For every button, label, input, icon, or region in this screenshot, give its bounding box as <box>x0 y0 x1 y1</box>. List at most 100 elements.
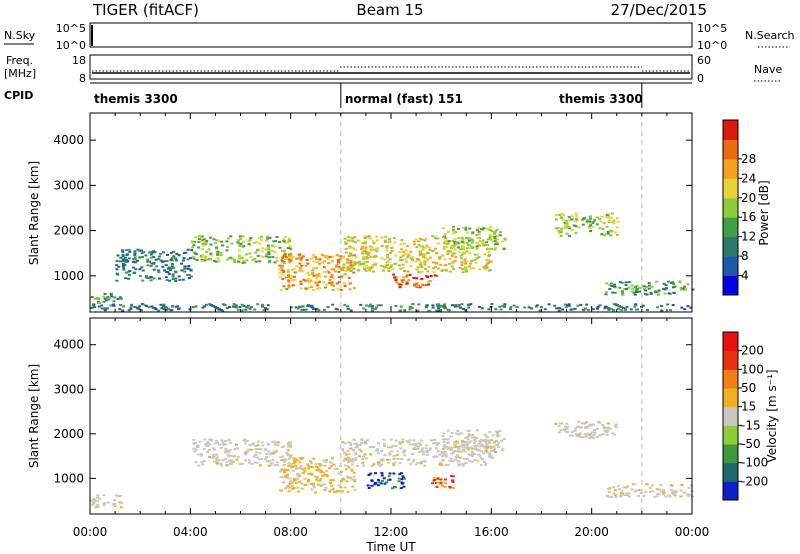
echo-cell <box>445 242 449 245</box>
echo-cell <box>323 459 327 462</box>
echo-cell <box>461 464 465 467</box>
echo-cell <box>315 308 319 311</box>
echo-cell <box>323 308 326 311</box>
echo-cell <box>288 245 292 248</box>
echo-cell <box>387 446 390 449</box>
echo-cell <box>113 499 117 502</box>
echo-cell <box>238 306 242 308</box>
echo-cell <box>371 270 375 273</box>
echo-cell <box>468 252 472 255</box>
echo-cell <box>189 269 193 272</box>
echo-cell <box>515 306 519 309</box>
echo-cell <box>265 456 269 458</box>
echo-cell <box>274 240 277 242</box>
echo-cell <box>379 482 383 485</box>
echo-cell <box>209 254 213 257</box>
echo-cell <box>299 465 303 468</box>
echo-cell <box>167 272 171 275</box>
echo-cell <box>667 494 671 497</box>
echo-cell <box>92 502 96 504</box>
echo-cell <box>144 254 148 257</box>
echo-cell <box>467 453 471 456</box>
echo-cell <box>187 274 191 276</box>
echo-cell <box>307 472 311 475</box>
echo-cell <box>377 481 381 484</box>
echo-cell <box>376 449 380 452</box>
echo-cell <box>596 305 600 308</box>
echo-cell <box>141 279 145 282</box>
echo-cell <box>335 468 339 470</box>
echo-cell <box>348 245 352 248</box>
echo-cell <box>258 254 262 257</box>
echo-cell <box>686 283 690 286</box>
echo-cell <box>253 241 257 244</box>
echo-cell <box>194 305 198 308</box>
echo-cell <box>467 433 471 436</box>
echo-cell <box>102 300 106 303</box>
echo-cell <box>343 241 347 244</box>
echo-cell <box>322 471 326 474</box>
echo-cell <box>225 460 229 463</box>
echo-cell <box>480 443 484 446</box>
colorbar-swatch <box>723 332 738 352</box>
echo-cell <box>225 464 229 467</box>
echo-cell <box>300 482 304 485</box>
colorbar-tick-label: 16 <box>741 210 756 224</box>
echo-cell <box>91 503 95 506</box>
echo-cell <box>581 436 585 439</box>
echo-cell <box>281 249 285 252</box>
echo-cell <box>215 456 219 459</box>
echo-cell <box>330 281 334 284</box>
echo-cell <box>400 458 404 461</box>
echo-cell <box>236 447 239 450</box>
echo-cell <box>411 256 415 259</box>
echo-cell <box>672 283 676 285</box>
echo-cell <box>480 450 484 453</box>
echo-cell <box>150 262 154 265</box>
echo-cell <box>180 269 184 272</box>
echo-cell <box>272 440 276 443</box>
echo-cell <box>283 253 287 256</box>
echo-cell <box>585 220 589 223</box>
echo-cell <box>138 305 142 308</box>
echo-cell <box>487 259 491 262</box>
echo-cell <box>608 427 612 430</box>
echo-cell <box>469 454 473 457</box>
echo-cell <box>475 444 478 447</box>
echo-cell <box>241 246 245 249</box>
echo-cell <box>275 257 279 259</box>
echo-cell <box>577 420 581 423</box>
echo-cell <box>615 304 619 307</box>
echo-cell <box>217 458 221 461</box>
echo-cell <box>349 253 353 256</box>
echo-cell <box>437 307 441 310</box>
echo-cell <box>488 431 492 434</box>
echo-cell <box>490 439 494 442</box>
echo-cell <box>261 305 264 308</box>
echo-cell <box>564 430 568 433</box>
echo-cell <box>323 483 327 486</box>
echo-cell <box>205 303 208 306</box>
echo-cell <box>354 459 357 461</box>
echo-cell <box>298 461 302 464</box>
echo-cell <box>398 473 402 476</box>
echo-cell <box>394 439 398 442</box>
echo-cell <box>557 309 561 312</box>
echo-cell <box>451 479 455 482</box>
echo-cell <box>458 432 462 435</box>
echo-cell <box>485 451 489 454</box>
echo-cell <box>299 456 302 459</box>
echo-cell <box>635 308 638 311</box>
echo-cell <box>664 284 668 287</box>
echo-cell <box>561 308 564 311</box>
echo-cell <box>458 251 462 254</box>
echo-cell <box>400 239 404 242</box>
echo-cell <box>280 258 283 261</box>
echo-cell <box>440 254 444 257</box>
echo-cell <box>286 247 290 250</box>
echo-cell <box>440 304 444 307</box>
echo-cell <box>292 268 296 271</box>
echo-cell <box>404 249 408 252</box>
echo-cell <box>539 306 543 309</box>
echo-cell <box>331 255 335 258</box>
